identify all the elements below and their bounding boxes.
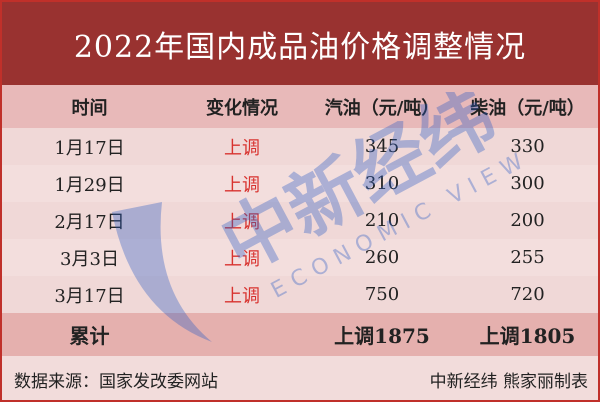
date-cell: 1月17日 [54, 137, 125, 159]
credit: 中新经纬 熊家丽制表 [429, 372, 588, 392]
total-label: 累计 [69, 324, 110, 348]
change-cell: 上调 [224, 285, 260, 307]
table-row: 2月17日 上调 210 200 [2, 202, 598, 239]
diesel-cell: 720 [510, 284, 545, 305]
gasoline-cell: 260 [364, 247, 400, 268]
gasoline-cell: 310 [364, 173, 400, 194]
gasoline-cell: 345 [364, 136, 400, 157]
gasoline-cell: 210 [364, 210, 400, 231]
diesel-cell: 330 [510, 136, 545, 157]
header-gasoline: 汽油（元/吨） [324, 97, 440, 119]
change-cell: 上调 [224, 248, 260, 270]
page-title: 2022年国内成品油价格调整情况 [2, 2, 598, 85]
diesel-cell: 300 [510, 173, 545, 194]
change-cell: 上调 [224, 174, 260, 196]
table-row: 1月17日 上调 345 330 [2, 128, 598, 165]
header-change: 变化情况 [206, 97, 278, 119]
table-row: 1月29日 上调 310 300 [2, 165, 598, 202]
change-cell: 上调 [224, 211, 260, 233]
date-cell: 2月17日 [54, 211, 125, 233]
total-row: 累计 上调1875 上调1805 [2, 313, 598, 356]
date-cell: 1月29日 [54, 174, 125, 196]
data-source: 数据来源：国家发改委网站 [14, 372, 218, 392]
total-diesel: 上调1805 [479, 324, 576, 348]
diesel-cell: 255 [510, 247, 545, 268]
gasoline-cell: 750 [364, 284, 400, 305]
header-date: 时间 [71, 97, 108, 119]
date-cell: 3月3日 [60, 248, 119, 270]
diesel-cell: 200 [510, 210, 545, 231]
total-gasoline: 上调1875 [334, 324, 430, 348]
table-row: 3月3日 上调 260 255 [2, 239, 598, 276]
change-cell: 上调 [224, 137, 260, 159]
table-row: 3月17日 上调 750 720 [2, 276, 598, 313]
header-diesel: 柴油（元/吨） [470, 97, 585, 119]
footer: 数据来源：国家发改委网站 中新经纬 熊家丽制表 [2, 359, 598, 400]
header-row: 时间 变化情况 汽油（元/吨） 柴油（元/吨） [2, 85, 598, 128]
date-cell: 3月17日 [54, 285, 125, 307]
